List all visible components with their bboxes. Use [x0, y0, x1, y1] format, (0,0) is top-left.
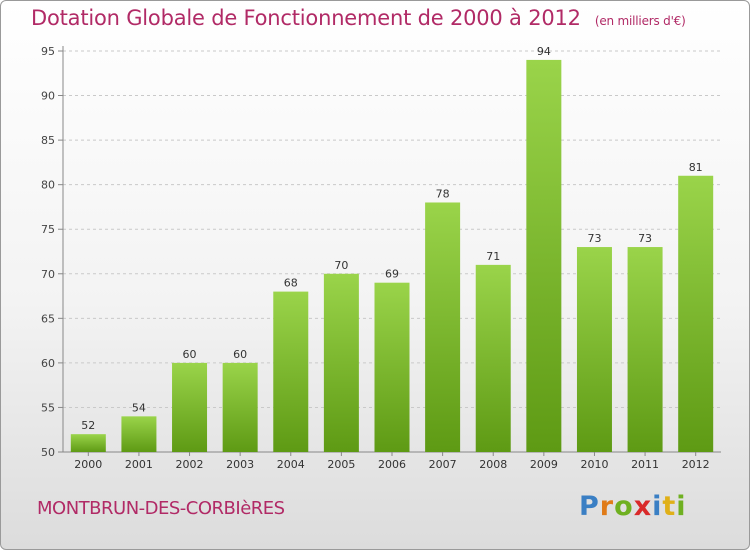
xtick-label-2004: 2004: [277, 458, 305, 471]
xtick-label-2012: 2012: [682, 458, 710, 471]
ytick-label: 80: [41, 179, 55, 192]
ytick-label: 70: [41, 268, 55, 281]
data-label-2012: 81: [689, 161, 703, 174]
ytick-label: 95: [41, 45, 55, 58]
data-label-2003: 60: [233, 348, 247, 361]
data-label-2007: 78: [436, 187, 450, 200]
xtick-label-2009: 2009: [530, 458, 558, 471]
bar-2010: [576, 247, 612, 452]
xtick-label-2006: 2006: [378, 458, 406, 471]
bar-2000: [70, 434, 106, 452]
xtick-label-2008: 2008: [479, 458, 507, 471]
data-label-2009: 94: [537, 45, 551, 58]
xtick-label-2007: 2007: [429, 458, 457, 471]
bar-2007: [425, 202, 461, 452]
ytick-label: 90: [41, 90, 55, 103]
labels: 50 55 60 65 70 75 80 85 90 95 52 2000 54 2001 60 2002 60…: [41, 45, 710, 471]
bar-2006: [374, 282, 410, 452]
proxiti-logo: Proxiti: [579, 491, 687, 522]
data-label-2011: 73: [638, 232, 652, 245]
chart-title-text: Dotation Globale de Fonctionnement de 20…: [31, 6, 581, 30]
bars: [70, 59, 714, 453]
bar-2005: [323, 273, 359, 452]
ytick-label: 60: [41, 357, 55, 370]
data-label-2006: 69: [385, 268, 399, 281]
bar-2001: [121, 416, 157, 452]
data-label-2010: 73: [587, 232, 601, 245]
commune-name: MONTBRUN-DES-CORBIèRES: [37, 498, 285, 519]
ytick-label: 65: [41, 312, 55, 325]
bar-2002: [172, 362, 208, 452]
xtick-label-2002: 2002: [176, 458, 204, 471]
data-label-2004: 68: [284, 277, 298, 290]
bar-2003: [222, 362, 258, 452]
ytick-label: 85: [41, 134, 55, 147]
chart-subtitle: (en milliers d'€): [594, 14, 686, 28]
bar-2011: [627, 247, 663, 452]
xtick-label-2010: 2010: [580, 458, 608, 471]
xtick-label-2005: 2005: [327, 458, 355, 471]
xtick-label-2001: 2001: [125, 458, 153, 471]
xtick-label-2003: 2003: [226, 458, 254, 471]
data-label-2005: 70: [334, 259, 348, 272]
ytick-label: 50: [41, 446, 55, 459]
data-label-2002: 60: [183, 348, 197, 361]
bar-2009: [526, 59, 562, 453]
data-label-2000: 52: [81, 419, 95, 432]
data-label-2008: 71: [486, 250, 500, 263]
chart-title: Dotation Globale de Fonctionnement de 20…: [31, 6, 686, 30]
ytick-label: 55: [41, 401, 55, 414]
bar-2012: [678, 175, 714, 452]
xtick-label-2000: 2000: [74, 458, 102, 471]
data-label-2001: 54: [132, 401, 146, 414]
bar-2008: [475, 264, 511, 452]
bar-2004: [273, 291, 309, 452]
xtick-label-2011: 2011: [631, 458, 659, 471]
ytick-label: 75: [41, 223, 55, 236]
